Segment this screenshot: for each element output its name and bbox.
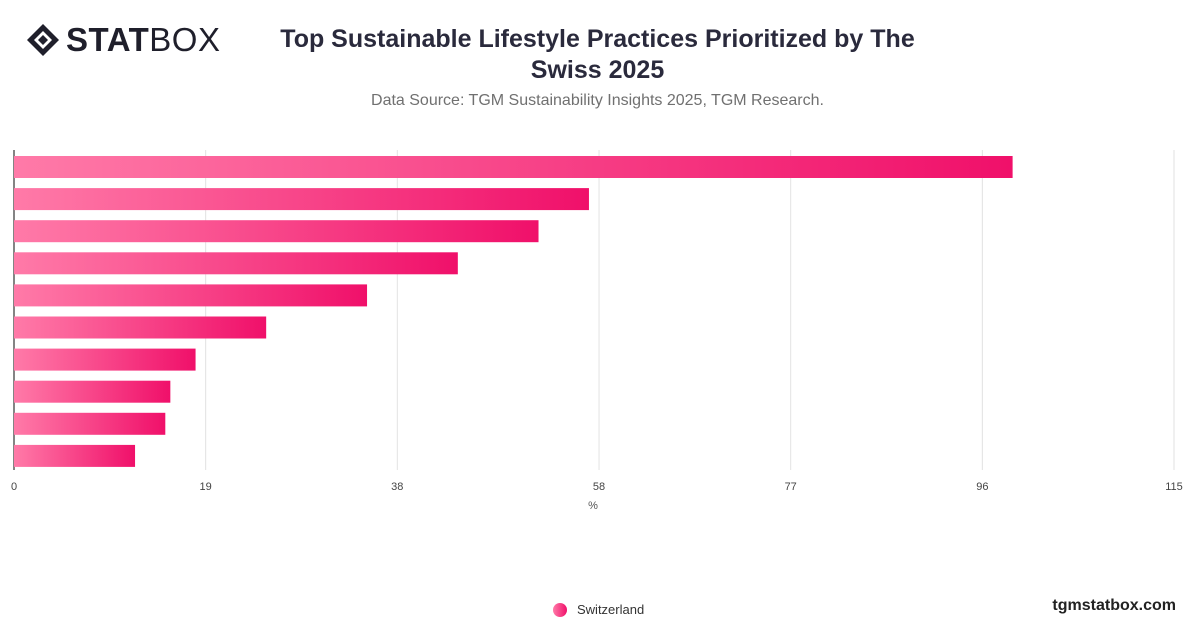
site-footer[interactable]: tgmstatbox.com	[1052, 597, 1176, 614]
bar[interactable]	[14, 444, 136, 467]
bar[interactable]	[14, 412, 166, 435]
legend-marker	[553, 602, 567, 617]
bar[interactable]	[14, 188, 589, 211]
bar[interactable]	[14, 220, 539, 243]
x-tick-label: 58	[593, 481, 605, 493]
bar[interactable]	[14, 252, 458, 275]
x-tick-label: 115	[1165, 481, 1183, 493]
bar[interactable]	[14, 284, 368, 307]
bar[interactable]	[14, 380, 171, 403]
legend[interactable]: Switzerland	[553, 602, 644, 617]
x-tick-label: 77	[785, 481, 797, 493]
bar[interactable]	[14, 348, 196, 371]
chart-subtitle: Data Source: TGM Sustainability Insights…	[371, 92, 824, 109]
x-axis-label: %	[588, 500, 598, 512]
x-tick-label: 19	[200, 481, 212, 493]
chart-title: Top Sustainable Lifestyle Practices Prio…	[280, 25, 915, 84]
x-tick-label: 38	[391, 481, 403, 493]
logo-wordmark: STATBOX	[66, 21, 221, 58]
legend-label: Switzerland	[577, 602, 645, 617]
diamond-logo-icon	[27, 24, 59, 56]
bar[interactable]	[14, 156, 1013, 178]
x-tick-label: 0	[11, 481, 17, 493]
statbox-logo: STATBOX	[26, 22, 220, 58]
x-tick-label: 96	[976, 481, 988, 493]
bar[interactable]	[14, 316, 267, 339]
